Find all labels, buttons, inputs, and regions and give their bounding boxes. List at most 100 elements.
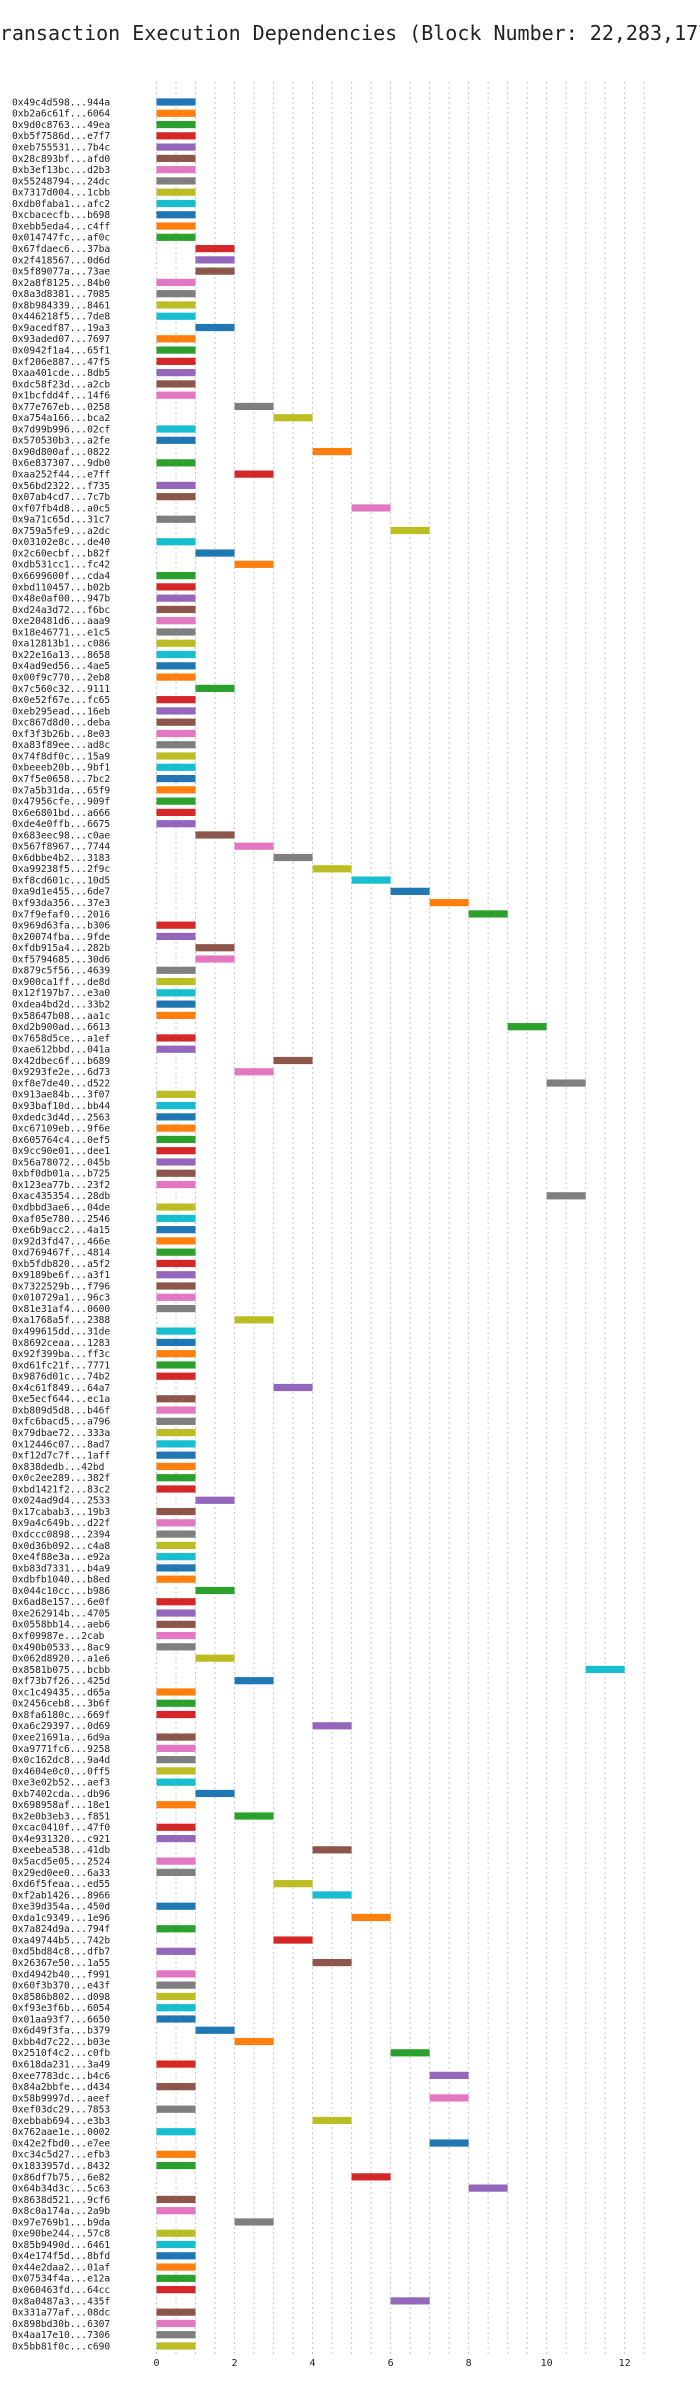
transaction-bar <box>156 1113 196 1121</box>
transaction-hash-label: 0x85b9490d...6461 <box>12 2240 110 2251</box>
transaction-bar <box>156 1293 196 1301</box>
transaction-bar <box>195 244 235 253</box>
transaction-hash-label: 0x26367e50...1a55 <box>12 1958 110 1969</box>
transaction-bar <box>390 526 430 535</box>
transaction-bar <box>156 989 196 997</box>
transaction-bar <box>156 1034 196 1042</box>
transaction-hash-label: 0x79dbae72...333a <box>12 1428 110 1439</box>
transaction-hash-label: 0xcac0410f...47f0 <box>12 1823 110 1834</box>
transaction-hash-label: 0x7d99b996...02cf <box>12 424 110 435</box>
transaction-hash-label: 0x2456ceb8...3b6f <box>12 1699 110 1710</box>
transaction-bar <box>156 1733 196 1741</box>
transaction-hash-label: 0x0d36b092...c4a8 <box>12 1541 110 1552</box>
transaction-hash-label: 0x47956cfe...909f <box>12 797 110 808</box>
transaction-hash-label: 0xd769467f...4814 <box>12 1248 110 1259</box>
transaction-hash-label: 0x92f399ba...ff3c <box>12 1349 110 1360</box>
transaction-hash-label: 0x03102e8c...de40 <box>12 537 110 548</box>
transaction-hash-label: 0x6e6801bd...a666 <box>12 808 110 819</box>
transaction-hash-label: 0x618da231...3a49 <box>12 2059 110 2070</box>
transaction-bar <box>156 2342 196 2350</box>
transaction-bar <box>156 1485 196 1493</box>
transaction-bar <box>156 425 196 433</box>
transaction-hash-label: 0x0c162dc8...9a4d <box>12 1755 110 1766</box>
transaction-hash-label: 0x8586b802...d098 <box>12 1992 110 2003</box>
transaction-hash-label: 0x12f197b7...e3a0 <box>12 988 110 999</box>
transaction-hash-label: 0xac435354...28db <box>12 1191 110 1202</box>
transaction-bar <box>156 1801 196 1809</box>
transaction-hash-label: 0xeb755531...7b4c <box>12 143 110 154</box>
transaction-bar <box>156 380 196 388</box>
transaction-bar <box>195 549 235 557</box>
transaction-hash-label: 0xb2a6c61f...6064 <box>12 109 110 120</box>
transaction-bar <box>156 921 196 929</box>
x-tick-label: 4 <box>310 2358 316 2369</box>
transaction-hash-label: 0xd5bd84c8...dfb7 <box>12 1947 110 1958</box>
transaction-bar <box>156 1203 196 1211</box>
transaction-bar <box>156 1507 196 1516</box>
transaction-hash-label: 0x060463fd...64cc <box>12 2285 110 2296</box>
transaction-hash-label: 0x683eec98...c0ae <box>12 830 110 841</box>
transaction-bar <box>156 1214 196 1222</box>
transaction-hash-label: 0x9876d01c...74b2 <box>12 1372 110 1383</box>
transaction-bar <box>351 876 391 884</box>
transaction-hash-label: 0x7a824d9a...794f <box>12 1924 110 1935</box>
transaction-bar <box>468 2184 508 2192</box>
transaction-bar <box>156 763 196 771</box>
transaction-bar <box>156 222 196 230</box>
transaction-hash-label: 0x6dbbe4b2...3183 <box>12 853 110 864</box>
transaction-bar <box>195 955 235 963</box>
transaction-bar <box>156 177 196 185</box>
transaction-bar <box>156 1564 196 1572</box>
transaction-hash-label: 0x7f5e0658...7bc2 <box>12 774 110 785</box>
transaction-bar <box>156 132 196 140</box>
transaction-hash-label: 0x446218f5...7de8 <box>12 312 110 323</box>
transaction-hash-label: 0xf206e887...47f5 <box>12 357 110 368</box>
transaction-hash-label: 0x010729a1...96c3 <box>12 1293 110 1304</box>
transaction-bar <box>546 1079 586 1087</box>
transaction-bar <box>156 493 196 501</box>
transaction-bar <box>156 481 196 489</box>
transaction-hash-label: 0xfdb915a4...282b <box>12 943 110 954</box>
transaction-hash-label: 0xe20481d6...aaa9 <box>12 616 110 627</box>
transaction-bar <box>156 1519 196 1527</box>
transaction-bar <box>156 932 196 941</box>
transaction-hash-label: 0xb3ef13bc...d2b3 <box>12 165 110 176</box>
transaction-bar <box>234 1316 274 1324</box>
transaction-hash-label: 0x92d3fd47...466e <box>12 1236 110 1247</box>
transaction-bar <box>156 2150 196 2158</box>
transaction-hash-label: 0x4604e0c0...0ff5 <box>12 1766 110 1777</box>
transaction-bar <box>156 572 196 580</box>
transaction-bar <box>156 617 196 625</box>
transaction-bar <box>156 1462 196 1471</box>
transaction-hash-label: 0x7322529b...f796 <box>12 1281 110 1292</box>
transaction-hash-label: 0x762aae1e...0002 <box>12 2127 110 2138</box>
transaction-bar <box>312 1722 352 1730</box>
transaction-hash-label: 0xf2ab1426...8966 <box>12 1890 110 1901</box>
transaction-hash-label: 0xa1768a5f...2388 <box>12 1315 110 1326</box>
transaction-hash-label: 0xf5794685...30d6 <box>12 954 110 965</box>
transaction-hash-label: 0x58b9997d...aeef <box>12 2093 110 2104</box>
transaction-hash-label: 0xbd1421f2...83c2 <box>12 1484 110 1495</box>
transaction-bar <box>312 1846 352 1854</box>
transaction-hash-label: 0x90d800af...0822 <box>12 447 110 458</box>
transaction-hash-label: 0xef03dc29...7853 <box>12 2105 110 2116</box>
transaction-bar <box>156 1226 196 1234</box>
transaction-hash-label: 0x29ed0ee0...6a33 <box>12 1868 110 1879</box>
transaction-bars <box>156 98 625 2350</box>
transaction-bar <box>156 729 196 738</box>
transaction-hash-label: 0x86df7b75...6e82 <box>12 2172 110 2183</box>
transaction-bar <box>156 1981 196 1989</box>
transaction-bar <box>156 1417 196 1425</box>
transaction-hash-label: 0x7f9efaf0...2016 <box>12 909 110 920</box>
transaction-bar <box>156 1823 196 1831</box>
transaction-bar <box>312 865 352 873</box>
transaction-bar <box>156 741 196 749</box>
transaction-bar <box>234 1677 274 1685</box>
transaction-hash-label: 0x570530b3...a2fe <box>12 436 110 447</box>
transaction-hash-label: 0xaa252f44...e7ff <box>12 470 110 481</box>
transaction-bar <box>156 1406 196 1414</box>
transaction-hash-label: 0x07ab4cd7...7c7b <box>12 492 110 503</box>
transaction-hash-label: 0xf93e3f6b...6054 <box>12 2003 110 2014</box>
transaction-bar <box>156 1304 196 1313</box>
